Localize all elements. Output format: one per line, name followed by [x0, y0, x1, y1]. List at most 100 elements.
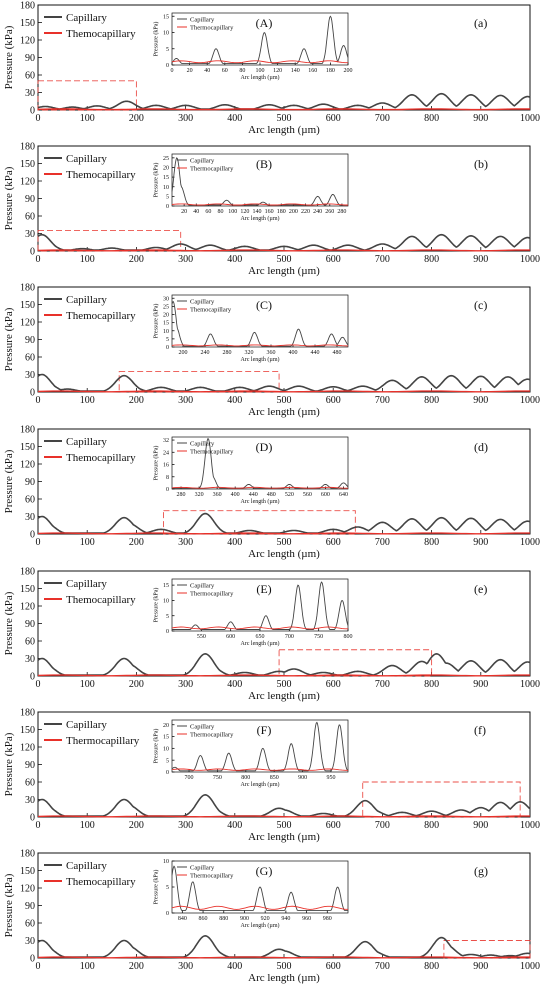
main-xtick-label: 0	[36, 113, 41, 124]
inset-ytick-label: 0	[166, 629, 169, 635]
legend-thermocapillary-label: Themocapillary	[66, 876, 136, 888]
inset-xlabel: Arc length (µm)	[240, 640, 279, 647]
panel-label: (e)	[474, 582, 487, 596]
main-xtick-label: 900	[473, 679, 488, 690]
main-xtick-label: 400	[227, 254, 242, 265]
zoom-box	[362, 781, 521, 818]
inset-xtick-label: 60	[222, 68, 228, 74]
inset-ytick-label: 10	[163, 329, 169, 335]
main-xtick-label: 0	[36, 395, 41, 406]
inset-legend-thermocapillary-label: Thermocapillary	[190, 166, 234, 173]
inset-ytick-label: 20	[163, 166, 169, 172]
inset-xtick-label: 850	[270, 775, 279, 781]
main-xtick-label: 300	[178, 537, 193, 548]
main-xtick-label: 900	[473, 254, 488, 265]
main-xtick-label: 700	[375, 820, 390, 831]
inset-ytick-label: 10	[163, 599, 169, 605]
main-ytick-label: 120	[20, 884, 35, 895]
main-xtick-label: 400	[227, 537, 242, 548]
inset-ylabel: Pressure (kPa)	[153, 729, 160, 764]
legend-capillary-label: Capillary	[66, 860, 107, 872]
inset-label: (A)	[256, 16, 273, 30]
inset-legend-capillary-label: Capillary	[190, 158, 215, 165]
inset-ytick-label: 15	[163, 175, 169, 181]
inset-xtick-label: 180	[277, 209, 286, 215]
inset-label: (F)	[257, 723, 272, 737]
inset-ylabel: Pressure (kPa)	[153, 870, 160, 905]
inset-xtick-label: 120	[273, 68, 282, 74]
main-ytick-label: 150	[20, 866, 35, 877]
inset-xtick-label: 140	[252, 209, 261, 215]
inset-xtick-label: 800	[241, 775, 250, 781]
inset-xtick-label: 280	[223, 350, 232, 356]
inset-ytick-label: 0	[166, 63, 169, 69]
inset-thermocapillary-line	[171, 486, 348, 489]
legend-capillary-label: Capillary	[66, 12, 107, 24]
main-ytick-label: 90	[25, 901, 35, 912]
main-ytick-label: 0	[30, 672, 35, 683]
main-xtick-label: 300	[178, 820, 193, 831]
main-xtick-label: 1000	[520, 820, 540, 831]
inset-ytick-label: 10	[163, 746, 169, 752]
inset-xtick-label: 940	[281, 916, 290, 922]
inset-xtick-label: 520	[285, 492, 294, 498]
main-ytick-label: 150	[20, 300, 35, 311]
inset-thermocapillary-line	[171, 203, 348, 206]
main-xtick-label: 200	[129, 537, 144, 548]
inset-xtick-label: 650	[256, 634, 265, 640]
inset-xtick-label: 600	[226, 634, 235, 640]
main-ytick-label: 60	[25, 637, 35, 648]
main-xtick-label: 900	[473, 820, 488, 831]
main-xlabel: Arc length (µm)	[248, 548, 320, 560]
inset-xtick-label: 950	[326, 775, 335, 781]
inset-xtick-label: 80	[218, 209, 224, 215]
inset-xtick-label: 480	[267, 492, 276, 498]
main-xtick-label: 100	[80, 113, 95, 124]
inset-xtick-label: 160	[265, 209, 274, 215]
inset-ylabel: Pressure (kPa)	[153, 22, 160, 57]
main-xlabel: Arc length (µm)	[248, 265, 320, 277]
main-ytick-label: 180	[20, 425, 35, 436]
inset-xtick-label: 20	[187, 68, 193, 74]
inset-ylabel: Pressure (kPa)	[153, 446, 160, 481]
main-xtick-label: 400	[227, 395, 242, 406]
capillary-line	[37, 793, 531, 817]
inset-frame	[171, 294, 349, 348]
capillary-line	[37, 92, 531, 110]
main-xtick-label: 100	[80, 254, 95, 265]
main-xlabel: Arc length (µm)	[248, 124, 320, 136]
inset-ytick-label: 5	[166, 758, 169, 764]
main-xtick-label: 800	[424, 679, 439, 690]
main-ytick-label: 90	[25, 619, 35, 630]
thermocapillary-line	[37, 956, 530, 959]
main-xtick-label: 700	[375, 395, 390, 406]
thermocapillary-line	[37, 108, 530, 111]
main-ytick-label: 0	[30, 954, 35, 965]
main-ytick-label: 120	[20, 318, 35, 329]
main-xtick-label: 200	[129, 395, 144, 406]
main-ytick-label: 60	[25, 353, 35, 364]
main-ytick-label: 180	[20, 142, 35, 153]
main-xtick-label: 1000	[520, 395, 540, 406]
main-ytick-label: 150	[20, 442, 35, 453]
inset-thermocapillary-line	[171, 768, 348, 771]
inset-ytick-label: 32	[163, 438, 169, 444]
inset-legend-thermocapillary-label: Thermocapillary	[190, 873, 234, 880]
main-xtick-label: 600	[326, 254, 341, 265]
main-xtick-label: 700	[375, 961, 390, 972]
panel-4: 0 100 200 300 400 500 600 700 800 900 1000 0 30 60 90 1…	[3, 425, 540, 561]
inset-xtick-label: 600	[321, 492, 330, 498]
zoom-box	[278, 649, 433, 677]
main-ytick-label: 30	[25, 936, 35, 947]
inset-xtick-label: 560	[303, 492, 312, 498]
main-xtick-label: 200	[129, 254, 144, 265]
main-xtick-label: 800	[424, 961, 439, 972]
inset-xtick-label: 100	[256, 68, 265, 74]
main-xtick-label: 1000	[520, 254, 540, 265]
inset-xtick-label: 200	[289, 209, 298, 215]
main-ytick-label: 60	[25, 919, 35, 930]
main-xtick-label: 0	[36, 254, 41, 265]
legend-thermocapillary-label: Themocapillary	[66, 310, 136, 322]
main-ytick-label: 180	[20, 708, 35, 719]
panel-3: 0 100 200 300 400 500 600 700 800 900 100003060901…	[3, 283, 540, 419]
